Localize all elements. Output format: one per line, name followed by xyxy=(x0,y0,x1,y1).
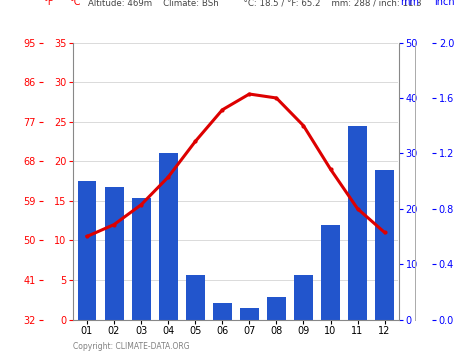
Bar xyxy=(375,170,394,320)
Text: mm: mm xyxy=(401,0,419,7)
Text: °F: °F xyxy=(43,0,53,7)
Bar xyxy=(186,275,205,320)
Bar xyxy=(294,275,313,320)
Text: Copyright: CLIMATE-DATA.ORG: Copyright: CLIMATE-DATA.ORG xyxy=(73,343,190,351)
Bar xyxy=(321,225,340,320)
Text: inch: inch xyxy=(434,0,455,7)
Bar xyxy=(78,181,97,320)
Text: °C: °C xyxy=(69,0,80,7)
Bar xyxy=(267,297,286,320)
Bar xyxy=(348,126,367,320)
Bar xyxy=(132,198,151,320)
Bar xyxy=(159,153,178,320)
Bar xyxy=(105,187,124,320)
Bar xyxy=(240,308,259,320)
Text: Altitude: 469m    Climate: BSh         °C: 18.5 / °F: 65.2    mm: 288 / inch: 11: Altitude: 469m Climate: BSh °C: 18.5 / °… xyxy=(88,0,421,7)
Bar xyxy=(213,303,232,320)
